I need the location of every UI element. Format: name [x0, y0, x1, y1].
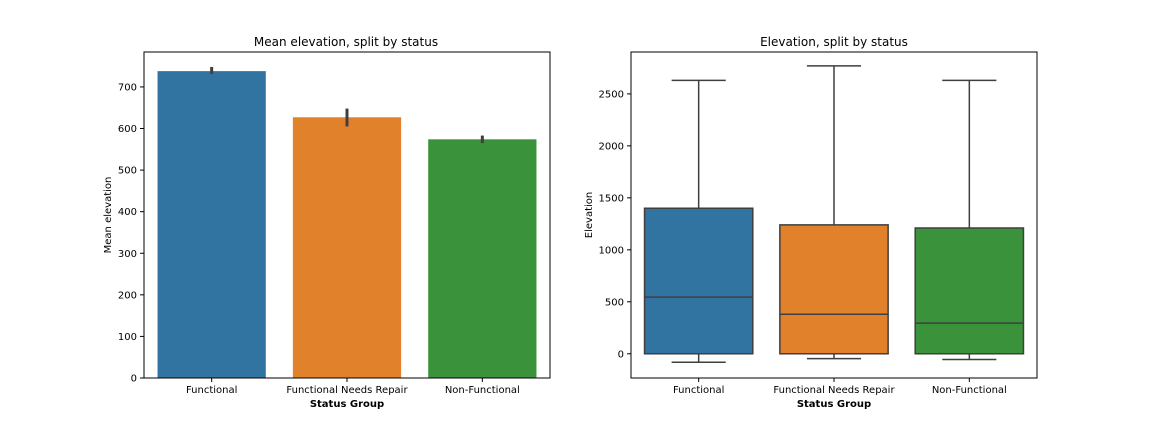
- bar-y-tick-label: 300: [118, 249, 137, 260]
- box-x-ticks: Functional Functional Needs Repair Non-Fun…: [673, 378, 1007, 396]
- bar-x-tick-label: Non-Functional: [445, 385, 520, 396]
- bar: [428, 139, 537, 378]
- box-y-tick-label: 2500: [599, 89, 624, 100]
- bar-y-tick-label: 700: [118, 82, 137, 93]
- box-y-tick-label: 1500: [599, 193, 624, 204]
- box-y-tick-label: 1000: [599, 245, 624, 256]
- bar-y-tick-label: 100: [118, 332, 137, 343]
- bar-y-tick-label: 200: [118, 290, 137, 301]
- bar-y-tick-label: 400: [118, 207, 137, 218]
- box-plot-panel: Elevation, split by status 0 500 1000 1500 2…: [584, 35, 1038, 410]
- bar-x-tick-label: Functional Needs Repair: [286, 385, 408, 396]
- bar-x-tick-label: Functional: [186, 385, 237, 396]
- box-plot-title: Elevation, split by status: [760, 35, 908, 49]
- box-x-tick-label: Functional: [673, 385, 724, 396]
- bar: [157, 71, 266, 378]
- bar-chart-title: Mean elevation, split by status: [254, 35, 438, 49]
- box-x-tick-label: Functional Needs Repair: [773, 385, 895, 396]
- bar-marks: [157, 66, 537, 378]
- bar-x-axis-label: Status Group: [310, 399, 384, 410]
- box: [779, 224, 889, 355]
- bar-y-axis-label: Mean elevation: [103, 177, 114, 254]
- box-y-axis-label: Elevation: [584, 192, 595, 238]
- box-y-ticks: 0 500 1000 1500 2000 2500: [599, 89, 631, 360]
- bar-y-tick-label: 600: [118, 124, 137, 135]
- bar-y-ticks: 0 100 200 300 400 500 600 700: [118, 82, 144, 385]
- bar: [292, 117, 402, 378]
- box-y-tick-label: 0: [618, 349, 624, 360]
- box: [914, 227, 1025, 355]
- box-y-tick-label: 2000: [599, 141, 624, 152]
- box-y-tick-label: 500: [605, 297, 624, 308]
- box: [643, 207, 754, 355]
- bar-plot-frame: [143, 51, 551, 379]
- box-marks: [643, 65, 1025, 363]
- bar-chart-panel: Mean elevation, split by status 0 100 200 3…: [103, 35, 551, 410]
- box-x-axis-label: Status Group: [797, 399, 871, 410]
- bar-y-tick-label: 0: [131, 374, 137, 385]
- box-x-tick-label: Non-Functional: [932, 385, 1007, 396]
- box-plot-frame: [630, 51, 1038, 379]
- bar-y-tick-label: 500: [118, 166, 137, 177]
- bar-x-ticks: Functional Functional Needs Repair Non-Fun…: [186, 378, 520, 396]
